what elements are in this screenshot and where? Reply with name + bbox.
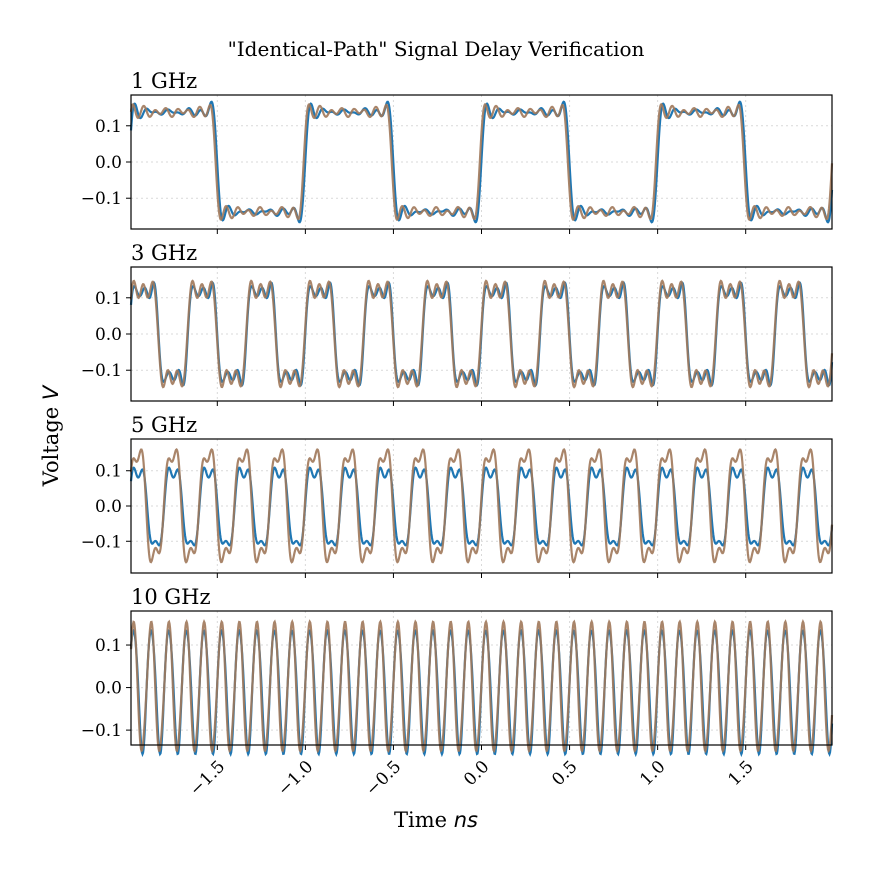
x-tick-label: 1.0 [636,757,669,790]
subplot-title: 5 GHz [131,413,197,437]
series-line-b [129,618,834,754]
x-tick-label: 0.5 [548,757,581,790]
y-axis-label: Voltage V [39,384,63,487]
subplot-2: 3 GHz −0.1 0.0 0.1 [81,241,834,406]
y-tick-label: 0.1 [95,289,122,309]
y-tick-label: 0.0 [95,679,122,699]
x-tick-label: 1.5 [724,757,757,790]
series-line-b [129,447,834,564]
y-tick-label: −0.1 [81,189,122,209]
series-line-b [129,102,834,222]
x-axis-label-text: Time [394,808,454,832]
subplot-1: 1 GHz −0.1 0.0 0.1 [81,69,834,234]
y-axis-label-text: Voltage [39,400,63,487]
subplot-3: 5 GHz −0.1 0.0 0.1 [81,413,834,578]
y-tick-label: −0.1 [81,361,122,381]
subplot-title: 1 GHz [131,69,197,93]
subplot-4: 10 GHz −0.1 0.0 0.1 −1.5 −1.0 −0.5 0.0 0.5 1.0 1.5 [81,585,834,800]
subplot-title: 10 GHz [131,585,211,609]
x-tick-label: −0.5 [362,757,405,800]
y-tick-label: −0.1 [81,721,122,741]
y-tick-label: 0.1 [95,117,122,137]
y-tick-label: 0.0 [95,153,122,173]
subplot-title: 3 GHz [131,241,197,265]
x-tick-label: −1.5 [186,757,229,800]
y-tick-label: 0.1 [95,636,122,656]
y-tick-label: 0.1 [95,462,122,482]
y-tick-label: 0.0 [95,497,122,517]
y-tick-label: 0.0 [95,325,122,345]
x-tick-label: 0.0 [460,757,493,790]
y-axis-unit: V [39,384,63,400]
x-tick-label: −1.0 [274,757,317,800]
y-tick-label: −0.1 [81,532,122,552]
x-axis-label: Time ns [394,808,478,832]
x-axis-unit: ns [454,808,478,832]
series-line-b [129,279,834,389]
figure-title: "Identical-Path" Signal Delay Verificati… [228,37,645,61]
subplots: 1 GHz −0.1 0.0 0.1 3 GHz −0.1 0.0 0.1 5 GHz −0.1 0… [81,69,834,800]
